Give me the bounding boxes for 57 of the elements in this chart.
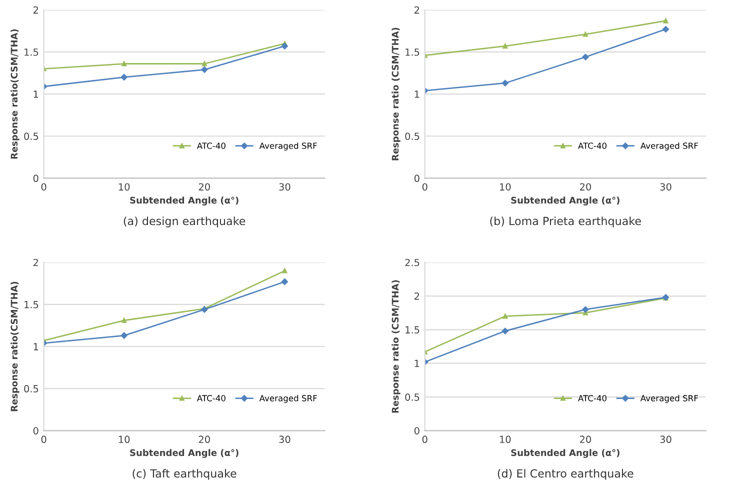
y-axis-title: Response ratio(CSM/THA) (10, 282, 20, 412)
legend-label: ATC-40 (196, 142, 226, 149)
y-tick-label: 0 (414, 427, 420, 434)
y-tick-label: 1.5 (24, 48, 38, 56)
y-axis-title: Response ratio(CSM/THA) (10, 29, 20, 159)
legend-label: ATC-40 (578, 142, 606, 149)
x-tick-label: 0 (422, 436, 428, 444)
x-tick-label: 10 (500, 436, 511, 444)
y-tick-label: 1.5 (406, 326, 420, 334)
x-tick-label: 0 (41, 183, 46, 191)
legend-label: Averaged SRF (259, 394, 317, 403)
x-tick-label: 20 (198, 183, 210, 191)
y-tick-label: 0 (33, 427, 38, 434)
y-tick-label: 2 (33, 6, 38, 14)
x-tick-label: 10 (500, 183, 511, 191)
y-axis-title: Response ratio (CSM/THA) (392, 280, 400, 413)
x-tick-label: 20 (580, 436, 591, 444)
legend-label: Averaged SRF (259, 142, 317, 151)
y-tick-label: 0.5 (405, 393, 420, 401)
text: (c) Taft earthquake (132, 469, 236, 480)
legend-label: Averaged SRF (640, 142, 698, 151)
text: (d) El Centro earthquake (498, 469, 634, 480)
y-tick-label: 1.5 (406, 48, 420, 56)
y-tick-label: 0 (414, 174, 420, 182)
y-tick-label: 1 (34, 90, 38, 98)
y-tick-label: 2.5 (405, 258, 420, 266)
y-axis-title: Response ratio (CSM/THA) (392, 28, 400, 160)
y-tick-label: 2 (414, 6, 420, 14)
y-tick-label: 2 (414, 292, 420, 300)
x-axis-title: Subtended Angle (α°) (130, 449, 238, 458)
x-tick-label: 0 (41, 436, 46, 444)
x-tick-label: 30 (279, 183, 290, 191)
x-axis-title: Subtended Angle (α°) (511, 449, 620, 458)
x-tick-label: 0 (422, 183, 428, 191)
text: (a) design earthquake (124, 216, 246, 228)
x-tick-label: 30 (660, 183, 672, 191)
x-tick-label: 20 (198, 436, 210, 444)
y-tick-label: 0 (33, 174, 38, 182)
y-tick-label: 2 (33, 258, 38, 266)
y-tick-label: 0.5 (24, 132, 38, 140)
x-tick-label: 30 (279, 436, 290, 444)
x-axis-title: Subtended Angle (α°) (511, 196, 620, 206)
y-tick-label: 1.5 (24, 301, 38, 308)
x-tick-label: 10 (118, 436, 130, 444)
x-tick-label: 20 (580, 183, 591, 191)
text: (b) Loma Prieta earthquake (490, 216, 641, 228)
y-tick-label: 0.5 (405, 132, 420, 140)
legend-label: Averaged SRF (640, 394, 698, 403)
x-axis-title: Subtended Angle (α°) (130, 196, 238, 206)
y-tick-label: 0.5 (24, 385, 38, 392)
y-tick-label: 1 (414, 360, 420, 368)
x-tick-label: 30 (660, 436, 672, 444)
y-tick-label: 1 (34, 343, 38, 350)
x-tick-label: 10 (118, 183, 130, 191)
legend-label: ATC-40 (578, 395, 606, 402)
y-tick-label: 1 (414, 90, 420, 98)
legend-label: ATC-40 (196, 395, 226, 402)
